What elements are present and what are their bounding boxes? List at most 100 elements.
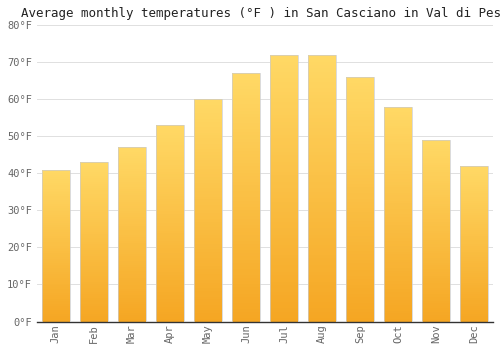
Bar [232,253,260,257]
Bar [270,292,298,295]
Bar [232,120,260,123]
Bar [156,275,184,277]
Bar [422,262,450,265]
Bar [194,263,222,266]
Bar [118,217,146,219]
Bar [232,104,260,107]
Bar [42,318,70,320]
Bar [42,211,70,214]
Bar [422,147,450,149]
Bar [346,303,374,306]
Bar [118,204,146,206]
Bar [384,179,412,182]
Bar [308,108,336,112]
Bar [232,197,260,201]
Bar [346,144,374,147]
Bar [118,232,146,234]
Bar [460,244,488,246]
Bar [460,201,488,203]
Bar [270,138,298,141]
Bar [422,158,450,161]
Bar [232,247,260,250]
Bar [308,75,336,78]
Bar [460,246,488,248]
Bar [422,204,450,206]
Bar [422,272,450,274]
Bar [308,288,336,292]
Bar [308,105,336,108]
Bar [346,172,374,175]
Bar [384,120,412,123]
Bar [118,172,146,174]
Bar [346,105,374,108]
Bar [460,292,488,294]
Bar [384,152,412,155]
Bar [156,221,184,223]
Bar [346,300,374,303]
Bar [270,148,298,152]
Bar [194,272,222,274]
Bar [80,204,108,206]
Bar [118,174,146,176]
Bar [42,170,70,322]
Bar [232,207,260,210]
Bar [194,133,222,135]
Bar [42,297,70,299]
Bar [346,209,374,211]
Bar [270,165,298,168]
Bar [80,282,108,284]
Bar [270,95,298,98]
Bar [194,313,222,316]
Bar [422,310,450,313]
Bar [308,292,336,295]
Bar [156,211,184,213]
Bar [194,266,222,269]
Bar [460,248,488,250]
Bar [156,155,184,157]
Bar [194,130,222,133]
Bar [308,78,336,82]
Bar [156,260,184,262]
Bar [384,190,412,192]
Bar [346,181,374,184]
Bar [308,272,336,275]
Bar [346,184,374,187]
Bar [308,115,336,118]
Bar [118,250,146,252]
Bar [308,185,336,188]
Bar [156,302,184,304]
Bar [194,233,222,236]
Bar [422,251,450,253]
Bar [460,298,488,300]
Bar [156,295,184,297]
Bar [232,259,260,262]
Bar [156,177,184,179]
Bar [384,268,412,271]
Bar [156,285,184,287]
Bar [384,284,412,287]
Bar [270,65,298,68]
Bar [232,176,260,179]
Bar [308,225,336,228]
Bar [308,178,336,182]
Bar [232,266,260,269]
Bar [308,141,336,145]
Bar [422,265,450,267]
Bar [270,168,298,172]
Bar [194,124,222,127]
Bar [422,253,450,256]
Bar [460,300,488,302]
Bar [118,317,146,319]
Bar [422,226,450,229]
Bar [42,227,70,229]
Bar [80,280,108,282]
Bar [42,282,70,284]
Bar [346,98,374,101]
Bar [232,83,260,86]
Bar [460,230,488,232]
Bar [384,134,412,136]
Bar [118,304,146,306]
Bar [422,172,450,174]
Bar [194,319,222,322]
Bar [308,298,336,302]
